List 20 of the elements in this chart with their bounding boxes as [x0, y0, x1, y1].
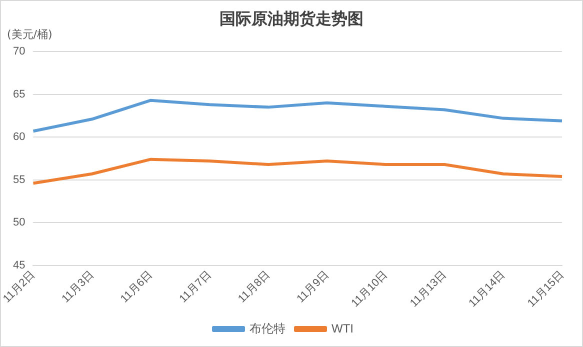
x-tick-label: 11月7日 [177, 268, 214, 306]
y-tick-label: 65 [12, 88, 26, 100]
y-tick-label: 50 [12, 216, 26, 229]
x-tick-label: 11月3日 [60, 268, 96, 306]
y-tick-label: 55 [12, 174, 26, 186]
x-tick-label: 11月8日 [236, 268, 273, 306]
x-tick-label: 11月9日 [294, 268, 332, 306]
legend-label: WTI [332, 321, 354, 336]
x-tick-label: 11月10日 [349, 268, 390, 310]
x-tick-label: 11月13日 [408, 268, 449, 310]
x-tick-label: 11月15日 [525, 268, 566, 310]
legend-label: 布伦特 [250, 321, 286, 336]
x-tick-label: 11月2日 [1, 268, 38, 306]
x-tick-label: 11月14日 [466, 268, 508, 310]
chart-title: 国际原油期货走势图 [220, 9, 364, 28]
y-tick-label: 60 [12, 131, 26, 144]
y-axis-title: (美元/桶) [7, 27, 52, 42]
y-tick-label: 45 [12, 259, 26, 272]
y-tick-label: 70 [12, 46, 26, 58]
x-tick-label: 11月6日 [118, 268, 156, 306]
